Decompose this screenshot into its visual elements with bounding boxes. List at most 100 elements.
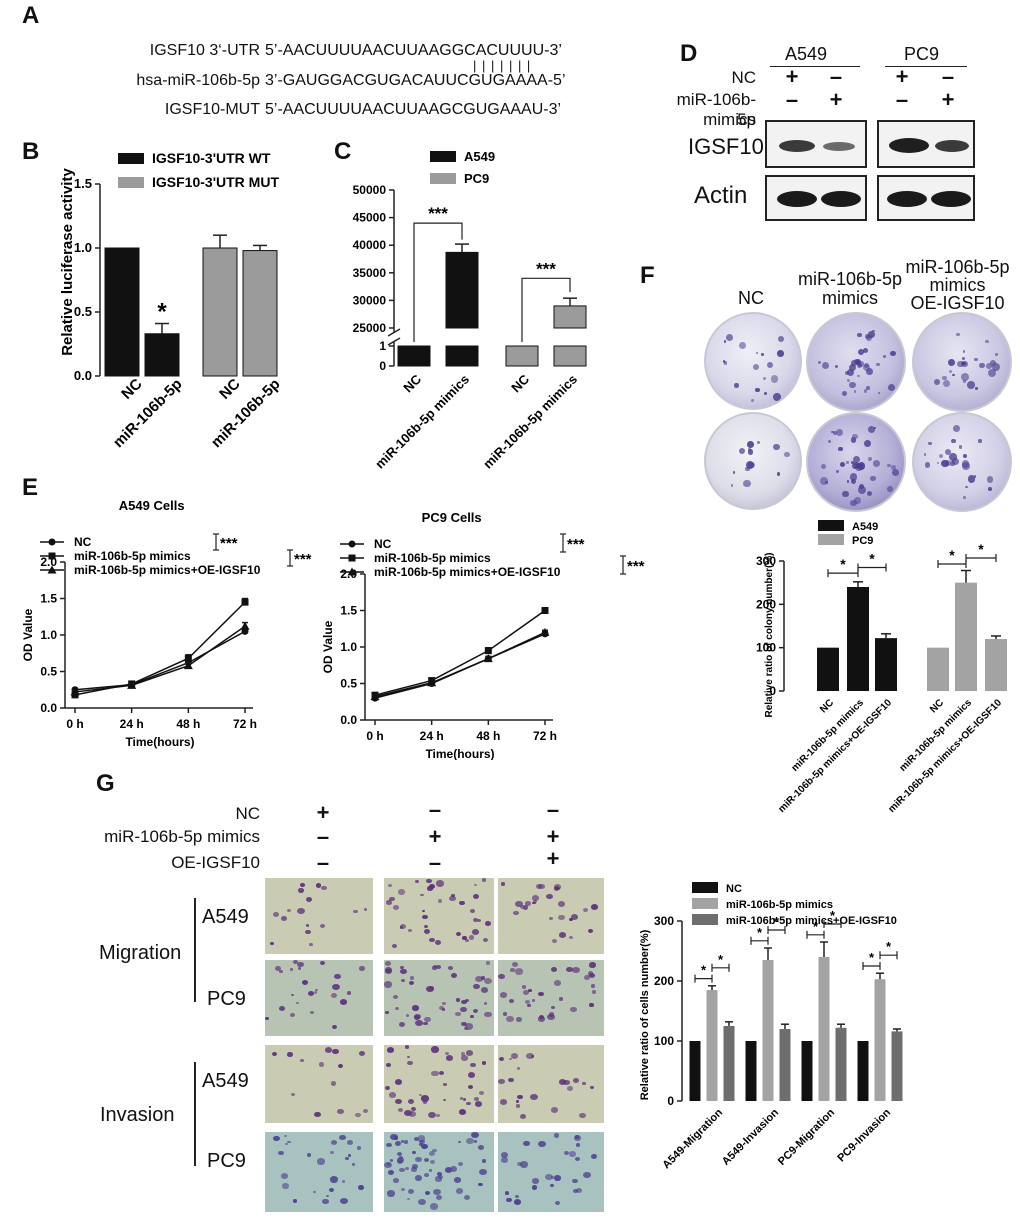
axis-break bbox=[387, 337, 401, 346]
stained-cell bbox=[519, 904, 525, 909]
bar bbox=[762, 960, 774, 1101]
blot-cond-mimics: mimics bbox=[703, 110, 756, 129]
stained-cell bbox=[399, 924, 406, 930]
stained-cell bbox=[460, 1021, 467, 1027]
stained-cell bbox=[538, 883, 546, 890]
stained-cell bbox=[436, 965, 441, 970]
stained-cell bbox=[565, 966, 573, 973]
colony bbox=[842, 391, 848, 396]
y-tick-label: 100 bbox=[654, 1034, 674, 1048]
stained-cell bbox=[535, 883, 542, 889]
y-tick-label: 200 bbox=[756, 597, 776, 611]
legend-marker bbox=[348, 554, 356, 562]
g-sign: – bbox=[546, 797, 560, 822]
colony bbox=[858, 486, 867, 495]
stained-cell bbox=[392, 905, 399, 911]
stained-cell bbox=[306, 1153, 312, 1157]
significance-mark: * bbox=[701, 963, 707, 978]
colony bbox=[986, 476, 994, 483]
stained-cell bbox=[590, 984, 595, 988]
stained-cell bbox=[405, 1167, 410, 1171]
colony bbox=[761, 352, 764, 356]
stained-cell bbox=[433, 964, 438, 968]
stained-cell bbox=[553, 979, 562, 986]
colony bbox=[865, 333, 871, 339]
significance-mark: * bbox=[886, 939, 892, 954]
x-axis-label: Time(hours) bbox=[425, 747, 494, 760]
micrograph-image bbox=[498, 1132, 604, 1212]
stained-cell bbox=[363, 908, 368, 912]
colony bbox=[821, 361, 829, 369]
x-tick-label: A549-Migration bbox=[660, 1106, 725, 1171]
stained-cell bbox=[424, 1190, 430, 1196]
stained-cell bbox=[394, 1136, 399, 1140]
colony bbox=[755, 351, 759, 355]
stained-cell bbox=[434, 939, 442, 945]
seq-label-utr: IGSF10 3‘-UTR bbox=[149, 42, 260, 59]
stained-cell bbox=[472, 917, 479, 923]
panel-label-e: E bbox=[22, 474, 39, 501]
legend-swatch bbox=[118, 177, 144, 188]
stained-cell bbox=[325, 1046, 333, 1053]
micrograph-image bbox=[384, 960, 494, 1036]
stained-cell bbox=[322, 1198, 329, 1204]
bar bbox=[445, 251, 479, 329]
significance-mark: * bbox=[757, 925, 763, 940]
panel-label-a: A bbox=[22, 2, 40, 29]
colony bbox=[738, 447, 746, 455]
colony bbox=[863, 439, 871, 447]
stained-cell bbox=[387, 1047, 395, 1053]
stained-cell bbox=[515, 1104, 521, 1108]
colony bbox=[726, 333, 734, 341]
colony bbox=[962, 356, 966, 361]
colony bbox=[747, 441, 754, 448]
legend-label: miR-106b-5p mimics bbox=[374, 551, 491, 565]
stained-cell bbox=[445, 1054, 454, 1061]
colony bbox=[962, 350, 965, 353]
stained-cell bbox=[411, 1150, 416, 1155]
stained-cell bbox=[398, 1021, 406, 1027]
stained-cell bbox=[293, 960, 299, 964]
blot-band-label-actin: Actin bbox=[694, 182, 748, 209]
colony bbox=[889, 350, 896, 357]
blot-sign: – bbox=[785, 87, 799, 112]
stained-cell bbox=[473, 1009, 479, 1014]
stained-cell bbox=[423, 929, 431, 935]
stained-cell bbox=[432, 1189, 441, 1196]
x-tick-label: A549-Invasion bbox=[720, 1106, 781, 1167]
stained-cell bbox=[581, 1081, 586, 1086]
stained-cell bbox=[451, 893, 455, 897]
bar bbox=[104, 247, 140, 377]
stained-cell bbox=[412, 1005, 420, 1011]
stained-cell bbox=[420, 893, 424, 897]
stained-cell bbox=[481, 1158, 487, 1163]
stained-cell bbox=[460, 1052, 466, 1056]
y-tick-label: 200 bbox=[654, 974, 674, 988]
significance-mark: * bbox=[978, 541, 984, 557]
stained-cell bbox=[298, 888, 304, 894]
data-point bbox=[541, 607, 549, 614]
stained-cell bbox=[572, 1188, 578, 1193]
y-axis-label: Relative ratio of colony number(%) bbox=[764, 552, 775, 717]
panel-label-d: D bbox=[680, 40, 698, 67]
blot-sign: – bbox=[829, 64, 843, 89]
stained-cell bbox=[289, 968, 293, 971]
stained-cell bbox=[407, 1188, 414, 1194]
stained-cell bbox=[331, 1140, 338, 1145]
stained-cell bbox=[522, 905, 528, 910]
y-tick-label: 50000 bbox=[353, 183, 387, 197]
stained-cell bbox=[396, 1151, 402, 1156]
chart-title: PC9 Cells bbox=[422, 510, 482, 525]
stained-cell bbox=[393, 995, 399, 1000]
colony-plate bbox=[806, 312, 906, 412]
colony bbox=[852, 433, 859, 440]
stained-cell bbox=[567, 1086, 574, 1091]
stained-cell bbox=[424, 1017, 431, 1023]
colony bbox=[849, 473, 858, 481]
stained-cell bbox=[385, 1010, 389, 1014]
bar bbox=[835, 1027, 847, 1101]
colony bbox=[891, 468, 900, 477]
stained-cell bbox=[320, 923, 326, 928]
series-line bbox=[74, 601, 246, 696]
stained-cell bbox=[558, 914, 566, 921]
